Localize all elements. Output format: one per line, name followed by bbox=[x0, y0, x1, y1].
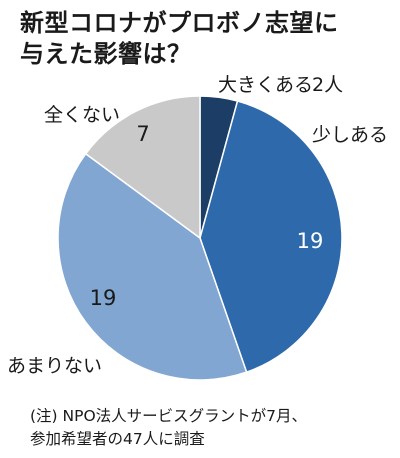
slice-value-label-3: 7 bbox=[136, 122, 149, 146]
chart-title: 新型コロナがプロボノ志望に 与えた影響は？ bbox=[20, 8, 380, 70]
slice-value-label-2: 19 bbox=[90, 286, 117, 310]
slice-label-1: 少しある bbox=[312, 124, 388, 146]
chart-title-line-2: 与えた影響は？ bbox=[20, 40, 192, 68]
chart-note-line-2: 参加希望者の47人に調査 bbox=[30, 430, 205, 448]
slice-value-label-0: 2人 bbox=[312, 74, 343, 96]
chart-note-line-1: (注) NPO法人サービスグラントが7月、 bbox=[30, 407, 308, 425]
pie-slice-3 bbox=[84, 95, 201, 240]
slice-label-0: 大きくある bbox=[218, 74, 313, 96]
pie-slices bbox=[57, 95, 343, 381]
slice-value-label-1: 19 bbox=[297, 229, 324, 253]
chart-title-line-1: 新型コロナがプロボノ志望に bbox=[20, 9, 339, 37]
slice-label-2: あまりない bbox=[7, 355, 102, 377]
chart-note: (注) NPO法人サービスグラントが7月、 参加希望者の47人に調査 bbox=[30, 405, 390, 451]
pie-slice-1 bbox=[199, 100, 343, 374]
pie-slice-2 bbox=[57, 152, 248, 381]
slice-label-3: 全くない bbox=[44, 104, 120, 126]
